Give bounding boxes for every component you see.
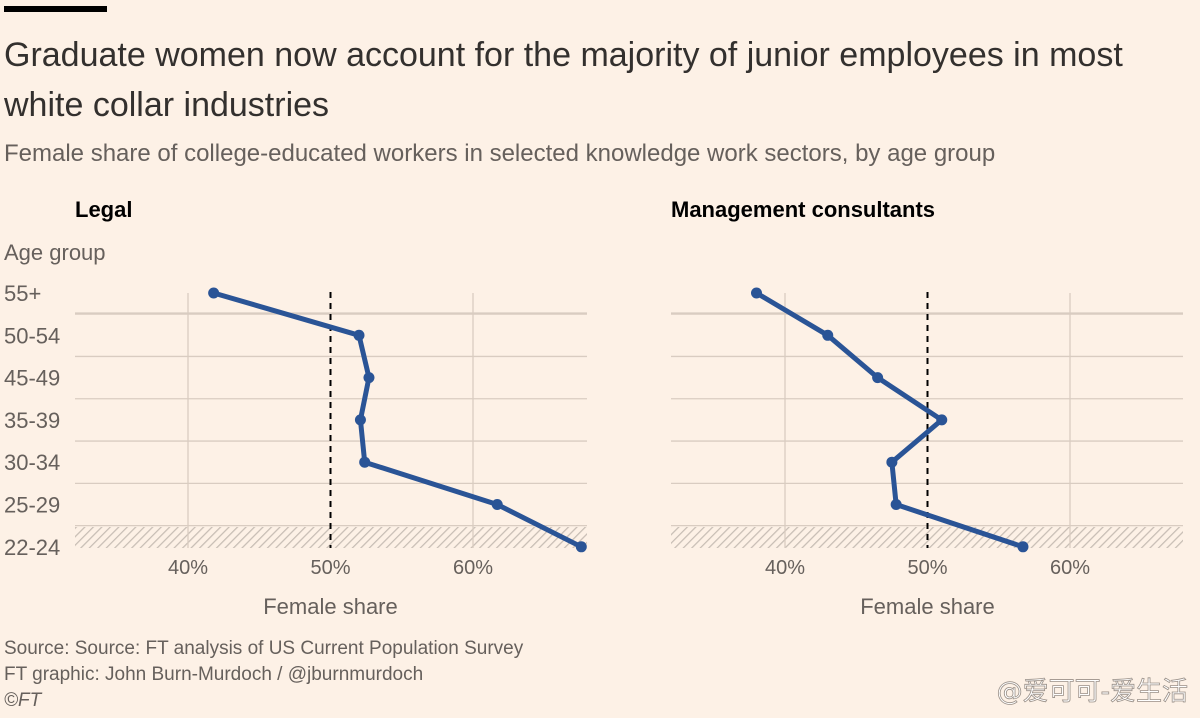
y-tick-label: 35-39 <box>4 408 60 433</box>
chart-subtitle: Female share of college-educated workers… <box>4 140 996 167</box>
panel-title: Management consultants <box>671 197 935 222</box>
data-point <box>208 287 220 299</box>
data-point <box>751 287 762 299</box>
x-tick-label: 40% <box>765 557 805 579</box>
x-tick-label: 50% <box>310 557 350 579</box>
x-tick-label: 60% <box>453 557 493 579</box>
data-point <box>353 329 365 341</box>
y-tick-label: 50-54 <box>4 323 60 348</box>
data-point <box>491 499 503 510</box>
data-point <box>822 329 834 341</box>
data-point <box>575 541 587 553</box>
y-tick-label: 30-34 <box>4 450 60 475</box>
data-point <box>363 372 375 384</box>
ft-top-rule <box>4 6 107 12</box>
chart-title: Graduate women now account for the major… <box>4 36 1123 124</box>
x-tick-label: 60% <box>1050 557 1090 579</box>
y-tick-label: 55+ <box>4 281 41 306</box>
data-point <box>872 372 884 384</box>
credit-note: FT graphic: John Burn-Murdoch / @jburnmu… <box>4 664 424 685</box>
data-point <box>890 499 902 510</box>
source-note: Source: Source: FT analysis of US Curren… <box>4 638 524 659</box>
y-tick-label: 22-24 <box>4 535 60 560</box>
data-point <box>1017 541 1029 553</box>
data-point <box>354 414 366 426</box>
watermark-text: @爱可可-爱生活 <box>997 677 1188 707</box>
copyright-note: ©FT <box>4 690 42 711</box>
data-point <box>886 456 898 468</box>
series-line <box>754 290 1026 550</box>
x-tick-label: 40% <box>168 557 208 579</box>
panel-title: Legal <box>75 197 132 222</box>
x-axis-title: Female share <box>263 594 398 619</box>
y-tick-label: 45-49 <box>4 366 60 391</box>
y-axis-title: Age group <box>4 240 106 265</box>
x-axis-title: Female share <box>860 594 995 619</box>
data-point <box>359 456 371 468</box>
series-line <box>211 290 584 550</box>
data-point <box>936 414 948 426</box>
y-tick-label: 25-29 <box>4 493 60 518</box>
footer: Source: Source: FT analysis of US Curren… <box>4 636 523 714</box>
x-tick-label: 50% <box>907 557 947 579</box>
